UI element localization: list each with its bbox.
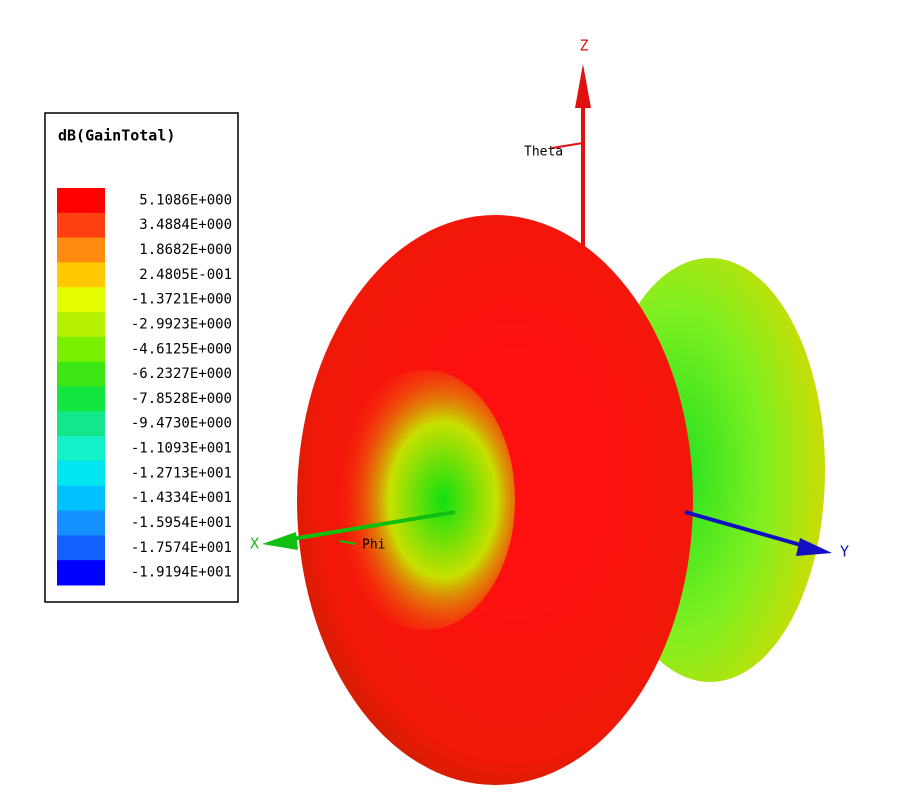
z-label: Z (579, 37, 588, 55)
legend-label: -1.9194E+001 (131, 565, 232, 581)
legend-label: -1.2713E+001 (131, 465, 232, 481)
z-arrow (575, 64, 591, 108)
legend-title: dB(GainTotal) (58, 127, 175, 145)
phi-label: Phi (362, 538, 385, 553)
legend-swatch (57, 436, 105, 462)
legend-label: -6.2327E+000 (131, 366, 232, 382)
legend-label: -1.4334E+001 (131, 490, 232, 506)
legend-label: 5.1086E+000 (139, 192, 232, 208)
y-label: Y (840, 543, 849, 561)
legend-label: -4.6125E+000 (131, 341, 232, 357)
legend-label: 3.4884E+000 (139, 217, 232, 233)
x-label: X (250, 535, 259, 553)
x-arrow (262, 532, 298, 550)
legend-swatch (57, 386, 105, 412)
x-axis (279, 510, 456, 543)
legend-swatch (57, 411, 105, 437)
legend-swatch (57, 336, 105, 363)
legend-swatch (57, 287, 105, 313)
legend-label: -1.1093E+001 (131, 441, 232, 457)
theta-label: Theta (524, 145, 563, 160)
legend-swatch (57, 188, 105, 214)
lobe-null (335, 370, 515, 630)
legend-label: -1.5954E+001 (131, 515, 232, 531)
legend-swatch (57, 485, 105, 512)
legend-swatch (57, 510, 105, 536)
legend-label: 2.4805E-001 (139, 267, 232, 283)
legend-swatch (57, 212, 105, 239)
legend-label: -1.3721E+000 (131, 292, 232, 308)
legend-swatch (57, 460, 105, 487)
legend-label: 1.8682E+000 (139, 242, 232, 258)
legend-label: -7.8528E+000 (131, 391, 232, 407)
legend-swatch (57, 312, 105, 338)
phi-arc (339, 540, 357, 545)
legend-label: -2.9923E+000 (131, 316, 232, 332)
legend-label: -1.7574E+001 (131, 540, 232, 556)
legend-swatch (57, 535, 105, 561)
legend-swatch (57, 262, 105, 288)
y-axis (684, 510, 816, 551)
legend-label: -9.4730E+000 (131, 416, 232, 432)
y-arrow (796, 538, 832, 556)
legend-swatch (57, 237, 105, 263)
legend: dB(GainTotal) 5.1086E+000 3.4884E+000 1.86… (44, 112, 239, 603)
legend-swatch (57, 560, 105, 586)
legend-swatch (57, 361, 105, 387)
theta-arc (551, 142, 584, 149)
